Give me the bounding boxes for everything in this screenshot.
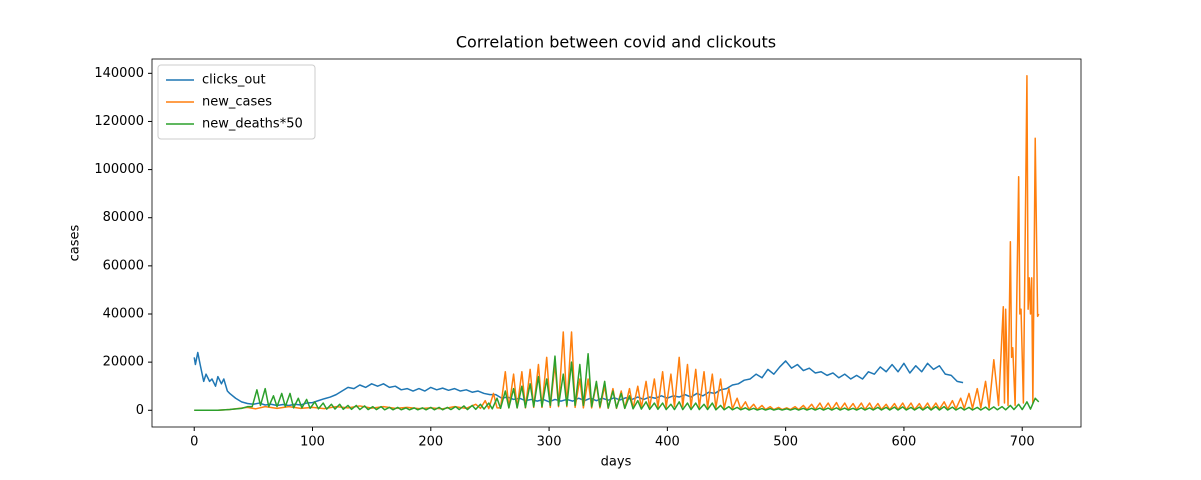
y-tick-label: 100000 — [94, 162, 144, 177]
x-tick-label: 700 — [1010, 435, 1035, 450]
x-axis-label: days — [601, 455, 632, 470]
plot-frame — [151, 58, 1082, 428]
x-tick-label: 100 — [300, 435, 325, 450]
x-tick-label: 200 — [418, 435, 443, 450]
data-line — [194, 352, 1040, 412]
y-tick-label: 80000 — [103, 210, 144, 225]
y-axis-label: cases — [68, 224, 83, 261]
legend-label: new_deaths*50 — [202, 117, 303, 132]
x-tick-label: 300 — [537, 435, 562, 450]
legend-label: new_cases — [202, 95, 272, 110]
y-tick-label: 60000 — [103, 258, 144, 273]
y-tick-label: 120000 — [94, 114, 144, 129]
chart-title: Correlation between covid and clickouts — [456, 33, 776, 52]
x-tick-label: 500 — [773, 435, 798, 450]
y-tick-label: 20000 — [103, 355, 144, 370]
y-tick-label: 0 — [136, 403, 144, 418]
x-tick-label: 400 — [655, 435, 680, 450]
x-tick-label: 600 — [892, 435, 917, 450]
x-tick-label: 0 — [190, 435, 198, 450]
y-tick-label: 40000 — [103, 307, 144, 322]
legend-label: clicks_out — [202, 73, 266, 88]
legend-box — [157, 64, 316, 140]
y-tick-label: 140000 — [94, 66, 144, 81]
